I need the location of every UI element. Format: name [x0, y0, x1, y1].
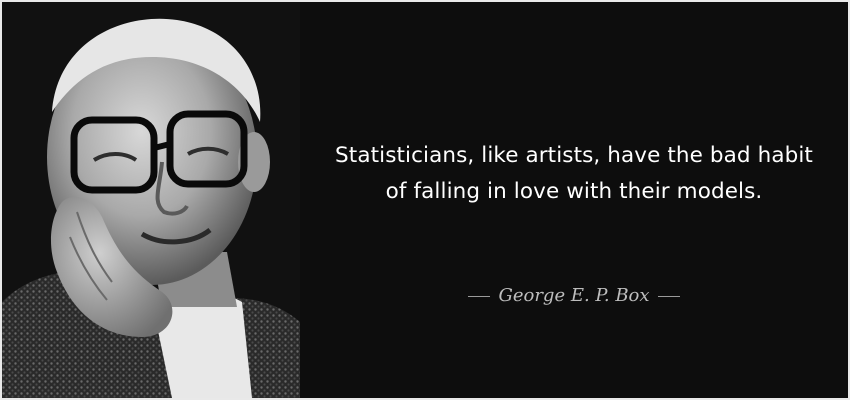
quote-panel: Statisticians, like artists, have the ba… — [300, 2, 848, 398]
right-dash — [657, 295, 680, 297]
author-portrait — [2, 2, 300, 398]
quote-text: Statisticians, like artists, have the ba… — [335, 143, 813, 204]
author-name: George E. P. Box — [498, 285, 650, 306]
quote-attribution: George E. P. Box — [300, 284, 848, 308]
left-dash — [468, 295, 491, 297]
